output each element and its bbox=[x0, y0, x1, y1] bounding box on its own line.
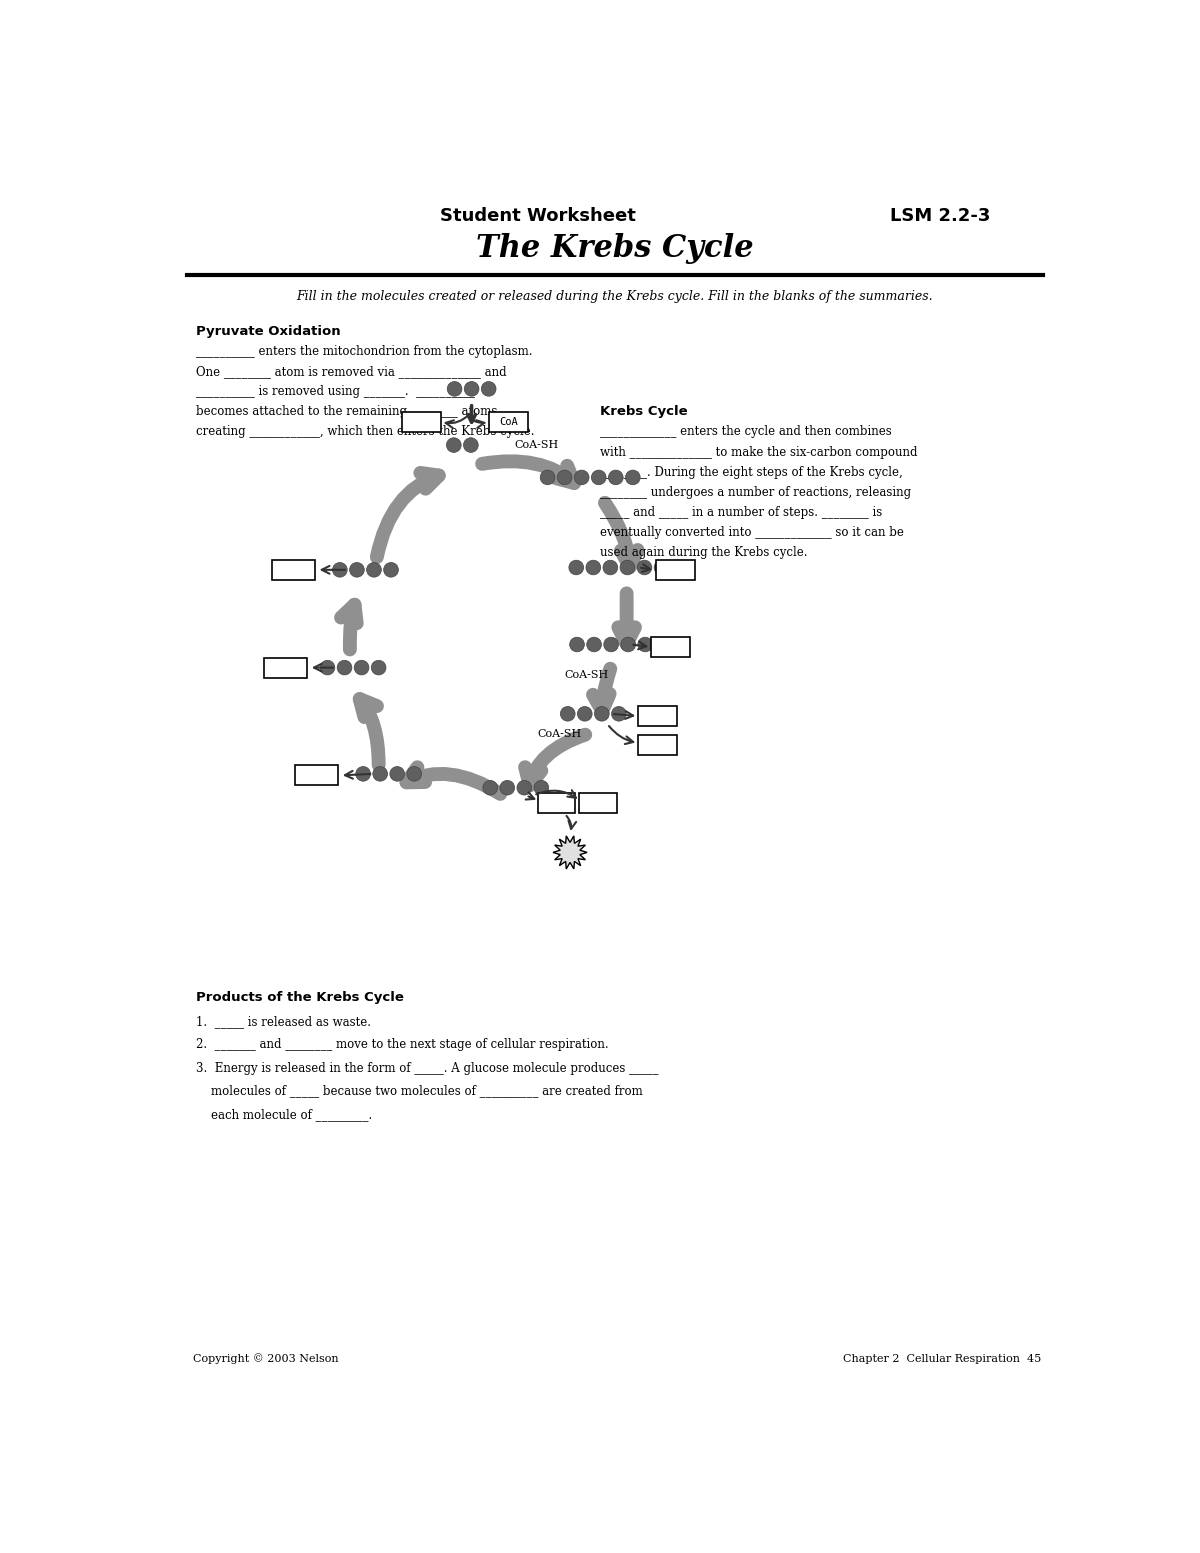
Circle shape bbox=[464, 382, 479, 396]
Circle shape bbox=[463, 438, 479, 452]
Circle shape bbox=[577, 707, 592, 721]
Circle shape bbox=[620, 561, 635, 575]
Text: Chapter 2  Cellular Respiration  45: Chapter 2 Cellular Respiration 45 bbox=[842, 1354, 1042, 1364]
Polygon shape bbox=[553, 836, 587, 870]
Text: Student Worksheet: Student Worksheet bbox=[439, 207, 636, 225]
Circle shape bbox=[390, 767, 404, 781]
Circle shape bbox=[481, 382, 496, 396]
Text: CoA: CoA bbox=[499, 416, 518, 427]
Circle shape bbox=[349, 562, 365, 578]
Bar bbox=[264, 657, 307, 677]
Circle shape bbox=[608, 471, 623, 485]
Text: creating ____________, which then enters the Krebs cycle.: creating ____________, which then enters… bbox=[197, 426, 535, 438]
Text: molecules of _____ because two molecules of __________ are created from: molecules of _____ because two molecules… bbox=[197, 1084, 643, 1098]
Text: becomes attached to the remaining ________ atoms,: becomes attached to the remaining ______… bbox=[197, 405, 502, 418]
Circle shape bbox=[320, 660, 335, 676]
Text: ________. During the eight steps of the Krebs cycle,: ________. During the eight steps of the … bbox=[600, 466, 902, 478]
Circle shape bbox=[446, 438, 461, 452]
Text: ________ undergoes a number of reactions, releasing: ________ undergoes a number of reactions… bbox=[600, 486, 911, 499]
Circle shape bbox=[448, 382, 462, 396]
Circle shape bbox=[367, 562, 382, 578]
Circle shape bbox=[534, 781, 548, 795]
Text: CoA-SH: CoA-SH bbox=[565, 671, 608, 680]
Text: with ______________ to make the six-carbon compound: with ______________ to make the six-carb… bbox=[600, 446, 917, 458]
Bar bbox=[539, 794, 576, 814]
Text: _____________ enters the cycle and then combines: _____________ enters the cycle and then … bbox=[600, 426, 892, 438]
Circle shape bbox=[620, 637, 636, 652]
Text: Pyruvate Oxidation: Pyruvate Oxidation bbox=[197, 325, 341, 337]
Text: eventually converted into _____________ so it can be: eventually converted into _____________ … bbox=[600, 525, 904, 539]
Text: CoA-SH: CoA-SH bbox=[538, 728, 582, 739]
Circle shape bbox=[575, 471, 589, 485]
Circle shape bbox=[482, 781, 498, 795]
Circle shape bbox=[517, 781, 532, 795]
Circle shape bbox=[384, 562, 398, 578]
Circle shape bbox=[354, 660, 368, 676]
Text: CoA-SH: CoA-SH bbox=[515, 439, 558, 450]
Bar bbox=[402, 412, 440, 432]
Circle shape bbox=[569, 561, 583, 575]
Bar bbox=[638, 707, 677, 727]
Bar bbox=[656, 559, 695, 579]
Circle shape bbox=[355, 767, 371, 781]
Text: Krebs Cycle: Krebs Cycle bbox=[600, 405, 688, 418]
Circle shape bbox=[373, 767, 388, 781]
Text: LSM 2.2-3: LSM 2.2-3 bbox=[890, 207, 991, 225]
Text: Copyright © 2003 Nelson: Copyright © 2003 Nelson bbox=[193, 1354, 338, 1365]
Text: _____ and _____ in a number of steps. ________ is: _____ and _____ in a number of steps. __… bbox=[600, 506, 882, 519]
Circle shape bbox=[602, 561, 618, 575]
Bar bbox=[272, 559, 314, 579]
Circle shape bbox=[407, 767, 421, 781]
Text: The Krebs Cycle: The Krebs Cycle bbox=[476, 233, 754, 264]
Bar bbox=[652, 637, 690, 657]
Bar bbox=[580, 794, 617, 814]
Circle shape bbox=[637, 561, 652, 575]
Circle shape bbox=[612, 707, 626, 721]
Bar bbox=[295, 766, 338, 786]
Circle shape bbox=[638, 637, 653, 652]
Circle shape bbox=[594, 707, 610, 721]
Circle shape bbox=[557, 471, 572, 485]
Circle shape bbox=[560, 707, 575, 721]
Circle shape bbox=[500, 781, 515, 795]
Circle shape bbox=[332, 562, 347, 578]
Text: 3.  Energy is released in the form of _____. A glucose molecule produces _____: 3. Energy is released in the form of ___… bbox=[197, 1062, 659, 1075]
Circle shape bbox=[570, 637, 584, 652]
Text: 2.  _______ and ________ move to the next stage of cellular respiration.: 2. _______ and ________ move to the next… bbox=[197, 1039, 610, 1051]
Circle shape bbox=[586, 561, 601, 575]
Text: each molecule of _________.: each molecule of _________. bbox=[197, 1107, 373, 1121]
Text: One ________ atom is removed via ______________ and: One ________ atom is removed via _______… bbox=[197, 365, 508, 379]
Circle shape bbox=[540, 471, 554, 485]
Bar bbox=[638, 735, 677, 755]
Circle shape bbox=[625, 471, 640, 485]
Text: Fill in the molecules created or released during the Krebs cycle. Fill in the bl: Fill in the molecules created or release… bbox=[296, 290, 934, 303]
Text: __________ enters the mitochondrion from the cytoplasm.: __________ enters the mitochondrion from… bbox=[197, 345, 533, 359]
Text: 1.  _____ is released as waste.: 1. _____ is released as waste. bbox=[197, 1016, 372, 1028]
Circle shape bbox=[604, 637, 618, 652]
Circle shape bbox=[592, 471, 606, 485]
Bar bbox=[490, 412, 528, 432]
Circle shape bbox=[587, 637, 601, 652]
Circle shape bbox=[371, 660, 386, 676]
Text: used again during the Krebs cycle.: used again during the Krebs cycle. bbox=[600, 545, 808, 559]
Circle shape bbox=[654, 561, 668, 575]
Text: __________ is removed using _______.  __________: __________ is removed using _______. ___… bbox=[197, 385, 475, 399]
Text: Products of the Krebs Cycle: Products of the Krebs Cycle bbox=[197, 991, 404, 1003]
Circle shape bbox=[337, 660, 352, 676]
